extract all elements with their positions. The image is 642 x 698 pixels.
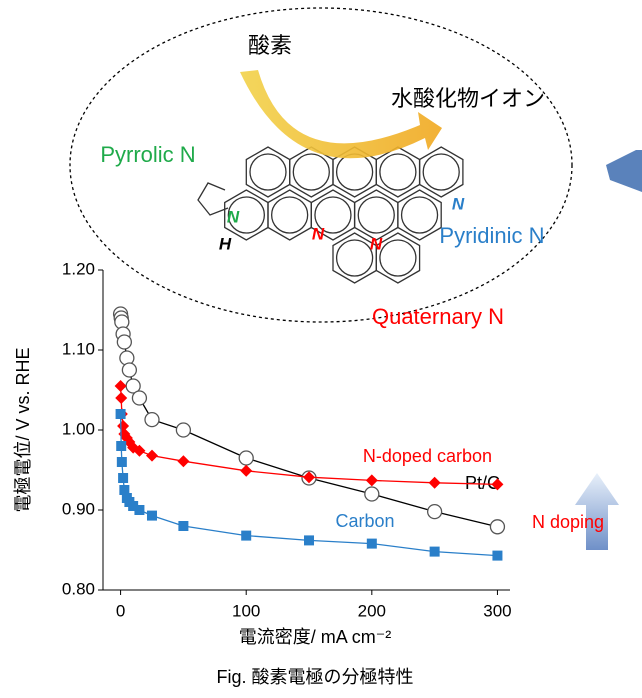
series-label: Carbon	[335, 511, 394, 531]
series-line	[119, 385, 498, 486]
marker	[115, 392, 128, 404]
hexagon	[224, 189, 269, 241]
annotation: N doping	[532, 512, 604, 532]
ring	[314, 196, 352, 234]
marker	[303, 471, 316, 484]
ring	[292, 153, 330, 191]
y-tick-label: 1.20	[62, 259, 95, 278]
side-arrow	[606, 150, 642, 192]
marker	[364, 486, 380, 502]
marker	[121, 362, 138, 378]
marker	[134, 505, 145, 515]
pyrrolic-label: Pyrrolic N	[100, 142, 195, 167]
marker	[429, 546, 440, 557]
ring	[379, 153, 417, 191]
ring	[249, 153, 287, 191]
marker	[116, 334, 133, 350]
hexagon	[375, 232, 421, 284]
ring	[335, 239, 374, 277]
pyrrole-ring	[197, 182, 229, 216]
x-axis-label: 電流密度/ mA cm⁻²	[239, 627, 392, 647]
ring	[422, 153, 460, 191]
hydroxide-label: 水酸化物イオン	[391, 86, 545, 111]
pyridinic-label: Pyridinic N	[439, 223, 544, 248]
marker	[178, 521, 189, 531]
atom-label: N	[312, 224, 325, 243]
marker	[133, 444, 146, 457]
diagram: 酸素 水酸化物イオン Pyrrolic N Pyridinic N Quater…	[69, 7, 642, 329]
ring	[400, 196, 439, 234]
marker	[116, 441, 127, 451]
marker	[238, 450, 254, 466]
doping-arrow	[575, 473, 619, 550]
marker	[131, 390, 148, 406]
ring	[357, 196, 395, 234]
oxygen-label: 酸素	[248, 33, 292, 58]
marker	[117, 420, 130, 432]
x-tick-label: 300	[483, 601, 511, 620]
marker	[177, 455, 190, 468]
marker	[175, 422, 192, 438]
caption: Fig. 酸素電極の分極特性	[216, 667, 413, 687]
marker	[241, 530, 252, 541]
marker	[119, 485, 130, 495]
reaction-arrow	[240, 70, 442, 159]
series-label: N-doped carbon	[363, 446, 492, 466]
y-tick-label: 1.00	[62, 419, 95, 438]
marker	[240, 464, 253, 477]
series-line	[119, 313, 498, 528]
y-tick-label: 1.10	[62, 339, 95, 358]
marker	[115, 409, 126, 419]
atom-label: H	[219, 234, 232, 253]
x-tick-label: 200	[358, 601, 386, 620]
y-tick-label: 0.80	[62, 579, 95, 598]
y-tick-label: 0.90	[62, 499, 95, 518]
marker	[426, 503, 443, 520]
marker	[366, 538, 377, 549]
series-label: Pt/C	[465, 473, 500, 493]
marker	[146, 510, 157, 521]
atom-label: N	[227, 207, 240, 226]
marker	[118, 473, 129, 483]
marker	[428, 476, 441, 489]
y-axis-label: 電極電位/ V vs. RHE	[13, 347, 33, 512]
marker	[116, 457, 127, 467]
marker	[489, 519, 506, 535]
marker	[365, 474, 378, 487]
x-tick-label: 0	[116, 601, 125, 620]
ring	[271, 196, 309, 234]
dashed-ellipse	[69, 7, 573, 323]
hexagon	[397, 189, 442, 241]
ring	[379, 239, 417, 277]
ring	[227, 196, 265, 234]
atom-label: N	[452, 194, 465, 213]
atom-label: N	[370, 234, 383, 253]
quaternary-label: Quaternary N	[372, 304, 504, 329]
marker	[128, 501, 139, 511]
marker	[304, 535, 315, 546]
plot: 0.80 0.90 1.00 1.10 1.20 0 100 200 300 電極電位/ V vs…	[13, 259, 619, 687]
marker	[145, 449, 158, 462]
marker	[492, 550, 503, 561]
marker	[144, 411, 160, 428]
marker	[491, 478, 504, 491]
hexagon	[418, 146, 464, 198]
marker	[114, 380, 127, 392]
x-tick-label: 100	[232, 601, 260, 620]
